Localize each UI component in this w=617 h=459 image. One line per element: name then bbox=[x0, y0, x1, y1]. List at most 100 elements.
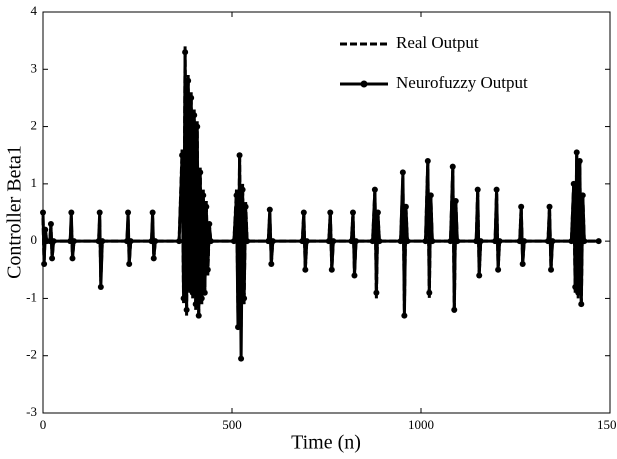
series-marker bbox=[376, 238, 383, 245]
series-marker bbox=[429, 238, 436, 245]
series-marker bbox=[125, 209, 132, 216]
series-marker bbox=[572, 283, 579, 290]
series-marker bbox=[568, 238, 575, 245]
series-marker bbox=[180, 295, 187, 302]
series-marker bbox=[238, 355, 245, 362]
series-marker bbox=[516, 238, 523, 245]
series-marker bbox=[201, 289, 208, 296]
series-marker bbox=[186, 283, 193, 290]
series-marker bbox=[452, 198, 459, 205]
series-marker bbox=[578, 301, 585, 308]
series-marker bbox=[179, 152, 186, 159]
series-marker bbox=[185, 77, 192, 84]
series-marker bbox=[47, 220, 54, 227]
series-marker bbox=[188, 94, 195, 101]
series-marker bbox=[371, 186, 378, 193]
series-marker bbox=[70, 238, 77, 245]
series-marker bbox=[235, 324, 242, 331]
series-marker bbox=[266, 206, 273, 213]
series-marker bbox=[351, 272, 358, 279]
series-marker bbox=[373, 289, 380, 296]
series-marker bbox=[197, 169, 204, 176]
series-marker bbox=[149, 209, 156, 216]
series-marker bbox=[41, 261, 48, 268]
series-marker bbox=[327, 209, 334, 216]
y-tick-label: 2 bbox=[31, 118, 38, 133]
series-marker bbox=[99, 238, 106, 245]
series-marker bbox=[241, 295, 248, 302]
series-marker bbox=[69, 255, 76, 262]
series-marker bbox=[150, 255, 157, 262]
series-marker bbox=[269, 238, 276, 245]
series-marker bbox=[476, 272, 483, 279]
series-marker bbox=[300, 209, 307, 216]
series-marker bbox=[576, 157, 583, 164]
y-tick-label: -2 bbox=[26, 347, 37, 362]
series-marker bbox=[127, 238, 134, 245]
series-marker bbox=[545, 238, 552, 245]
series-marker bbox=[492, 238, 499, 245]
y-tick-label: 0 bbox=[31, 232, 38, 247]
series-marker bbox=[236, 152, 243, 159]
series-marker bbox=[126, 261, 133, 268]
series-marker bbox=[369, 238, 376, 245]
legend-marker bbox=[360, 80, 368, 88]
series-marker bbox=[206, 220, 213, 227]
series-marker bbox=[40, 209, 46, 216]
series-marker bbox=[474, 186, 481, 193]
series-marker bbox=[203, 203, 210, 210]
x-tick-label: 0 bbox=[40, 417, 47, 432]
series-marker bbox=[182, 49, 189, 56]
series-marker bbox=[330, 238, 337, 245]
y-tick-label: 1 bbox=[31, 175, 38, 190]
x-tick-label: 1500 bbox=[597, 417, 617, 432]
series-marker bbox=[374, 209, 381, 216]
series-marker bbox=[303, 238, 310, 245]
series-marker bbox=[242, 203, 249, 210]
series-marker bbox=[352, 238, 359, 245]
series-marker bbox=[244, 238, 251, 245]
series-marker bbox=[189, 289, 196, 296]
series-marker bbox=[198, 295, 205, 302]
series-marker bbox=[426, 289, 433, 296]
series-marker bbox=[424, 157, 431, 164]
series-marker bbox=[521, 238, 528, 245]
series-marker bbox=[302, 266, 309, 273]
series-marker bbox=[399, 169, 406, 176]
series-marker bbox=[579, 192, 586, 199]
series-marker bbox=[96, 209, 103, 216]
series-marker bbox=[401, 312, 408, 319]
series-marker bbox=[404, 238, 411, 245]
series-marker bbox=[595, 238, 602, 245]
series-marker bbox=[447, 238, 454, 245]
series-marker bbox=[49, 255, 56, 262]
series-marker bbox=[183, 306, 190, 313]
series-marker bbox=[518, 203, 525, 210]
series-marker bbox=[233, 192, 240, 199]
x-tick-label: 1000 bbox=[408, 417, 434, 432]
series-marker bbox=[473, 238, 480, 245]
series-marker bbox=[42, 226, 49, 233]
series-marker bbox=[299, 238, 306, 245]
series-marker bbox=[207, 238, 214, 245]
y-tick-label: 3 bbox=[31, 60, 38, 75]
series-marker bbox=[581, 238, 588, 245]
series-marker bbox=[422, 238, 429, 245]
series-marker bbox=[549, 238, 556, 245]
series-marker bbox=[495, 266, 502, 273]
y-axis-label: Controller Beta1 bbox=[4, 145, 26, 279]
series-marker bbox=[548, 266, 555, 273]
series-marker bbox=[477, 238, 484, 245]
legend-label: Neurofuzzy Output bbox=[396, 73, 528, 92]
series-marker bbox=[402, 203, 409, 210]
series-marker bbox=[230, 238, 237, 245]
series-marker bbox=[204, 266, 211, 273]
legend-label: Real Output bbox=[396, 33, 479, 52]
series-marker bbox=[449, 163, 456, 170]
series-marker bbox=[268, 261, 275, 268]
series-marker bbox=[427, 192, 434, 199]
series-marker bbox=[265, 238, 272, 245]
series-marker bbox=[239, 186, 246, 193]
y-tick-label: 4 bbox=[31, 3, 38, 18]
